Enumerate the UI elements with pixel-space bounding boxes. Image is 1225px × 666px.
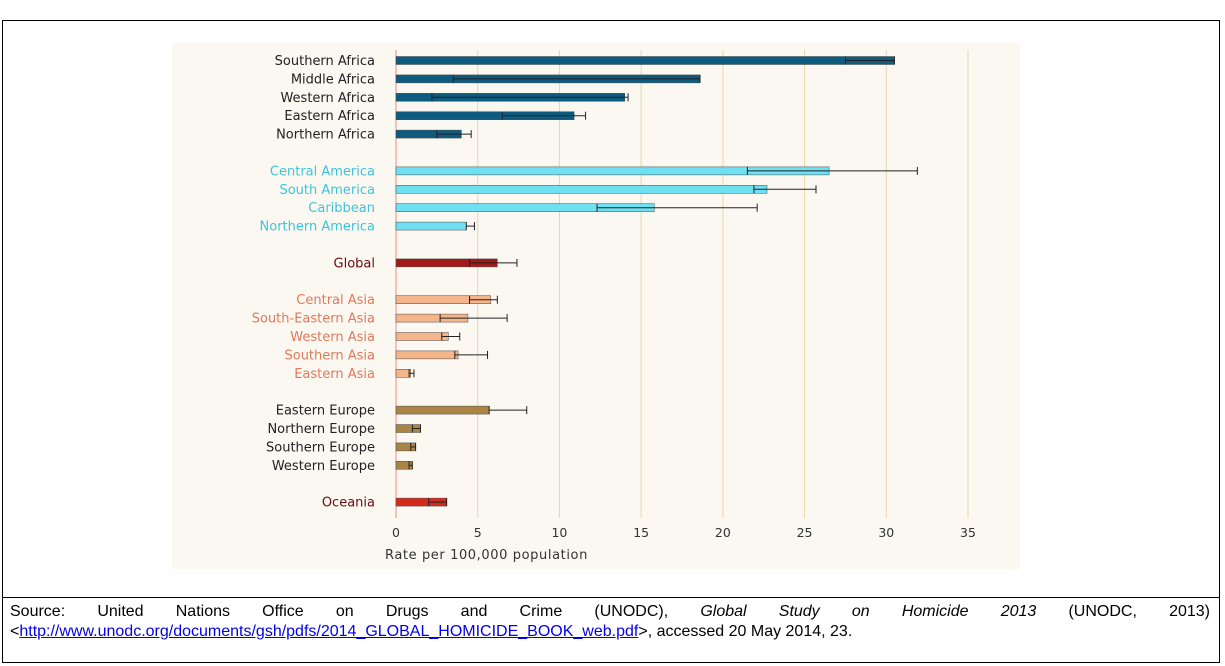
bar [395, 405, 490, 415]
x-tick-label: 10 [551, 525, 567, 540]
category-label: Southern Europe [266, 440, 375, 455]
bar [395, 221, 467, 231]
bar [395, 56, 895, 65]
category-label: Northern Europe [267, 422, 375, 437]
x-tick-label: 15 [633, 525, 649, 540]
figure-frame [2, 20, 1220, 663]
category-label: Central Asia [296, 293, 375, 308]
category-label: Western Africa [280, 91, 375, 106]
category-label: Caribbean [308, 201, 375, 216]
x-axis-label: Rate per 100,000 population [385, 548, 588, 563]
category-label: Southern Africa [275, 54, 375, 69]
source-caption: Source: United Nations Office on Drugs a… [10, 602, 1210, 642]
x-tick-label: 20 [715, 525, 731, 540]
category-label: Northern America [260, 220, 375, 235]
chart-background [172, 43, 1020, 569]
category-label: Eastern Asia [294, 367, 375, 382]
x-tick-label: 30 [878, 525, 894, 540]
category-label: South America [279, 183, 375, 198]
source-link[interactable]: http://www.unodc.org/documents/gsh/pdfs/… [19, 623, 639, 640]
category-label: Southern Asia [284, 348, 375, 363]
bar [395, 350, 459, 360]
category-label: Eastern Europe [276, 404, 375, 419]
caption-suffix: >, accessed 20 May 2014, 23. [638, 623, 853, 640]
category-label: Central America [270, 164, 375, 179]
x-tick-label: 0 [392, 525, 400, 540]
caption-middle: (UNODC, 2013) < [10, 603, 1211, 640]
category-label: Middle Africa [291, 72, 375, 87]
bar [395, 332, 449, 341]
category-label: South-Eastern Asia [252, 312, 375, 327]
caption-divider [2, 597, 1220, 598]
category-label: Northern Africa [276, 128, 375, 143]
category-label: Eastern Africa [284, 109, 375, 124]
category-label: Western Europe [272, 459, 375, 474]
bar [395, 185, 768, 194]
x-tick-label: 5 [474, 525, 482, 540]
category-label: Western Asia [290, 330, 375, 345]
caption-prefix: Source: United Nations Office on Drugs a… [10, 603, 701, 620]
category-label: Global [334, 256, 375, 271]
bar [395, 369, 411, 378]
caption-title: Global Study on Homicide 2013 [700, 603, 1037, 620]
x-tick-label: 35 [960, 525, 976, 540]
category-label: Oceania [322, 496, 375, 511]
x-tick-label: 25 [797, 525, 813, 540]
